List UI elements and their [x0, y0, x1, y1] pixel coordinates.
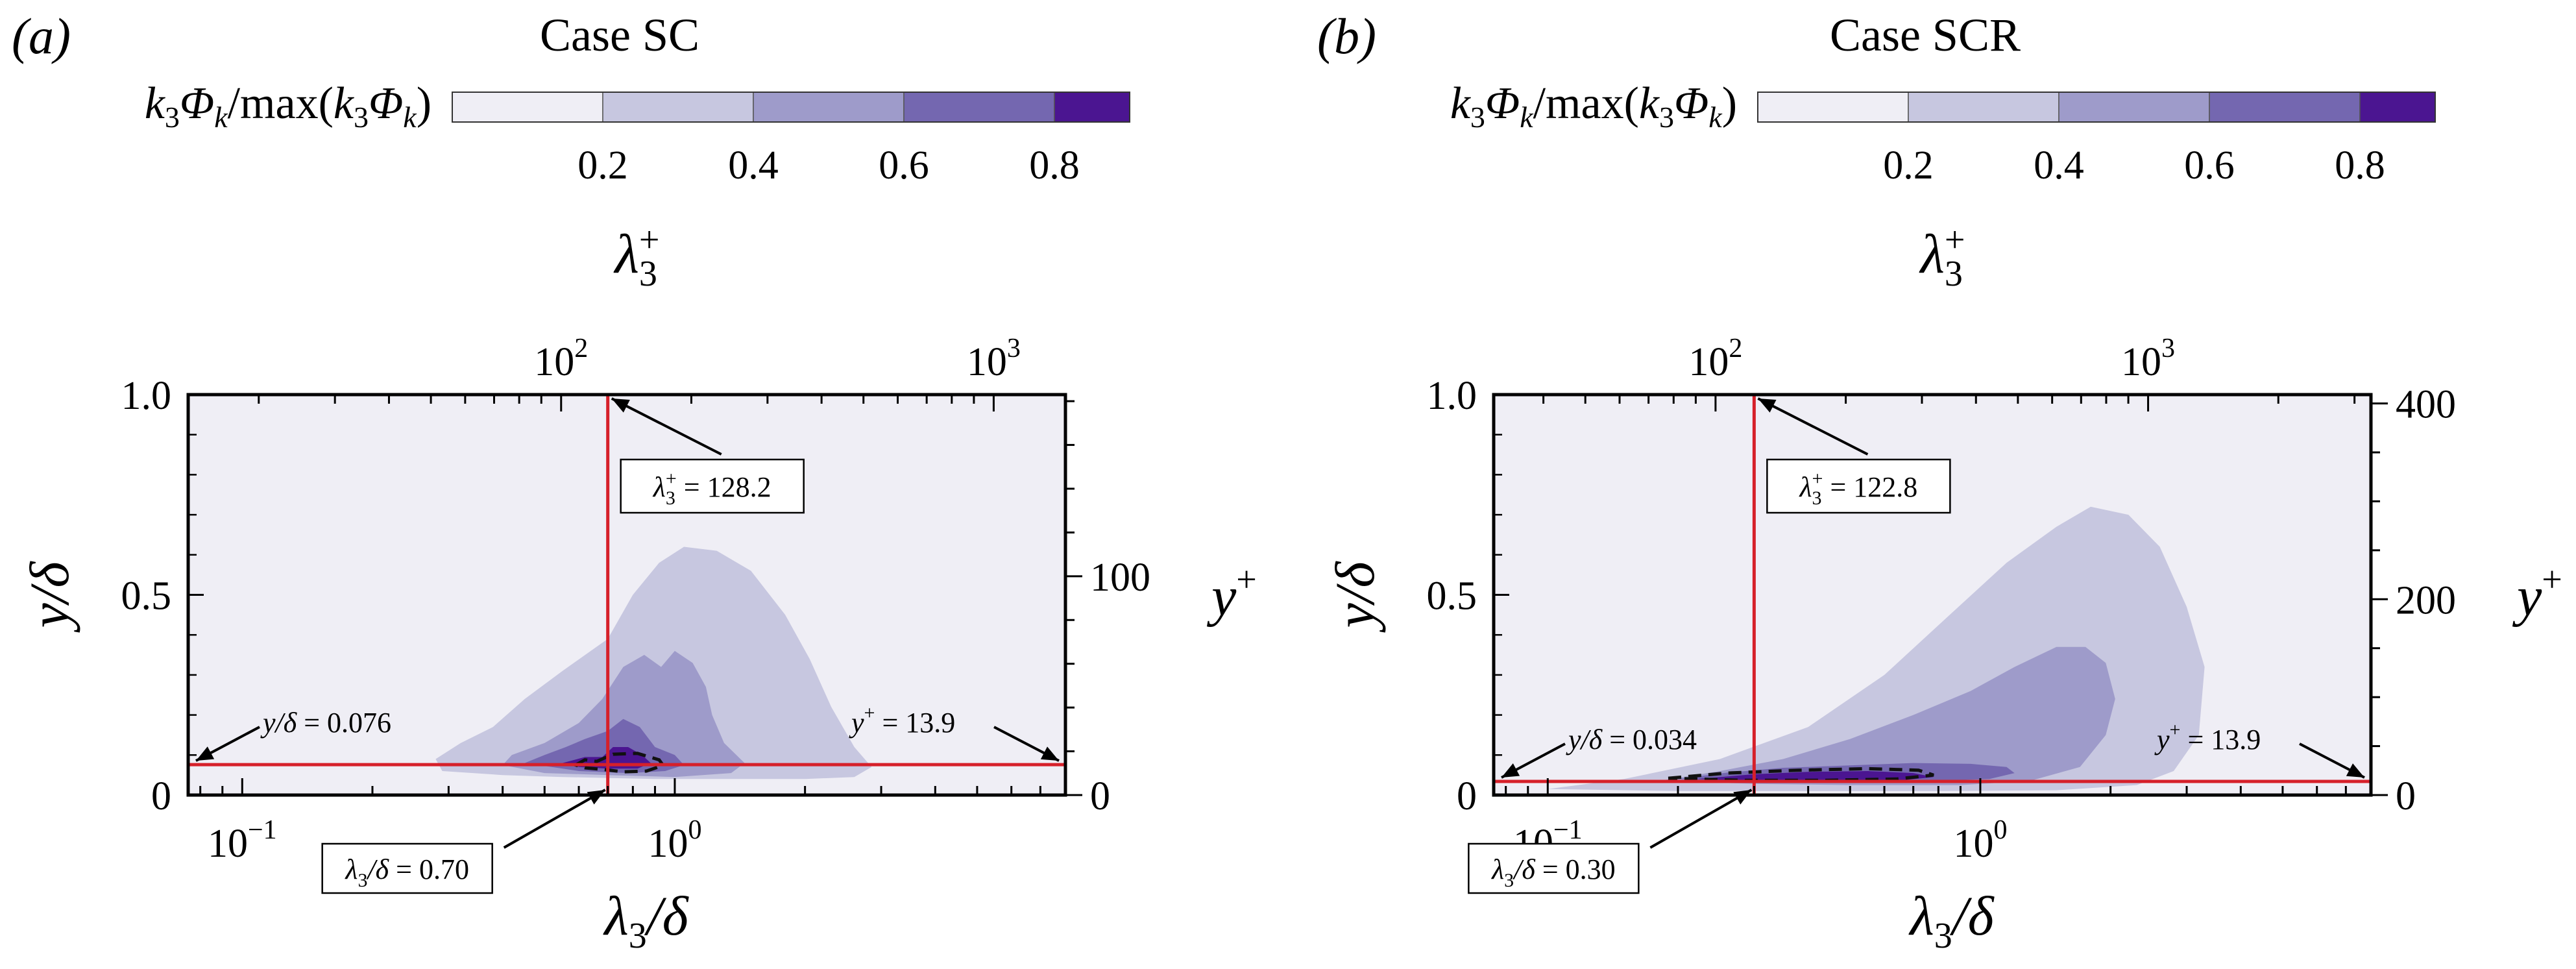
colorbar-tick-label: 0.8 — [1029, 143, 1080, 188]
annotation-left-arrow-head — [1501, 763, 1520, 778]
right-y-tick-label: 0 — [2396, 774, 2416, 818]
annotation-top-text: λ3+ = 128.2 — [652, 468, 772, 509]
colorbar-swatch — [2058, 92, 2210, 123]
right-y-tick-label: 200 — [2396, 578, 2456, 622]
y-tick-label: 0 — [151, 774, 171, 818]
colorbar-tick-label: 0.4 — [728, 143, 779, 188]
top-x-tick-label: 103 — [967, 334, 1021, 384]
y-tick-label: 1.0 — [1427, 374, 1477, 418]
right-y-tick-label: 100 — [1090, 556, 1150, 600]
colorbar: k3Φk/max(k3Φk) 0.2 0.4 0.6 0.8 — [1450, 79, 2436, 188]
annotation-top-arrow-head — [1758, 399, 1777, 413]
colorbar-tick-label: 0.6 — [2184, 143, 2235, 188]
annotation-bottom-text: λ3/δ = 0.30 — [1490, 853, 1616, 891]
annotation-bottom-arrow-head — [1733, 790, 1752, 805]
y-tick-label: 0 — [1457, 774, 1477, 818]
panel-b: (b) Case SCR k3Φk/max(k3Φk) 0.2 0.4 0.6 0.8 λ3+… — [1317, 8, 2562, 956]
case-title: Case SC — [540, 9, 699, 61]
y-tick-label: 1.0 — [121, 374, 172, 418]
annotation-bottom-box — [321, 842, 493, 894]
annotation-bottom-box — [1468, 842, 1640, 894]
annotation-top-box — [1766, 458, 1951, 514]
x-tick-label: 100 — [648, 815, 701, 866]
colorbar-label: k3Φk/max(k3Φk) — [145, 79, 431, 134]
colorbar-tick-label: 0.6 — [879, 143, 929, 188]
top-axis-title: λ3+ — [613, 220, 660, 294]
annotation-top-arrow — [611, 397, 722, 456]
colorbar-frame — [1757, 92, 2436, 123]
annotation-top: λ3+ = 122.8 — [1766, 458, 1951, 514]
y-tick-label: 0.5 — [1427, 574, 1477, 619]
right-y-axis-title: y+ — [1206, 559, 1257, 627]
colorbar-swatch — [1908, 92, 2060, 123]
annotation-top: λ3+ = 128.2 — [620, 458, 805, 514]
annotation-bottom: λ3/δ = 0.70 — [321, 842, 493, 894]
panel-a: (a) Case SC k3Φk/max(k3Φk) 0.2 0.4 0.6 0.8 λ3+ 1… — [12, 8, 1257, 956]
panel-label: (a) — [12, 8, 71, 64]
annotation-right-arrow-head — [1040, 746, 1059, 761]
annotation-bottom-text: λ3/δ = 0.70 — [344, 853, 469, 891]
colorbar-swatch — [1757, 92, 1909, 123]
annotation-right-arrow-head — [2346, 763, 2364, 778]
right-y-axis-title: y+ — [2512, 559, 2562, 627]
colorbar-tick-label: 0.2 — [1883, 143, 1934, 188]
colorbar-label: k3Φk/max(k3Φk) — [1450, 79, 1737, 134]
dashed-contour — [571, 752, 666, 774]
colorbar: k3Φk/max(k3Φk) 0.2 0.4 0.6 0.8 — [145, 79, 1130, 188]
annotation-bottom: λ3/δ = 0.30 — [1468, 842, 1640, 894]
annotation-top-text: λ3+ = 122.8 — [1798, 468, 1917, 509]
top-x-tick-label: 103 — [2121, 334, 2175, 384]
annotation-bottom-arrow — [503, 789, 606, 849]
annotation-top-box — [620, 458, 805, 514]
contour-group — [435, 546, 872, 779]
annotation-left-arrow-head — [196, 746, 215, 761]
right-y-tick-label: 0 — [1090, 774, 1110, 818]
annotation-left-text: y/δ = 0.076 — [260, 707, 391, 739]
y-tick-label: 0.5 — [121, 574, 172, 619]
colorbar-swatch — [753, 92, 905, 123]
y-axis-title: y/δ — [18, 560, 80, 633]
contour-level-0.4 — [502, 650, 745, 778]
annotation-top-arrow-head — [611, 399, 630, 413]
top-x-tick-label: 102 — [1688, 334, 1742, 384]
annotation-bottom-arrow — [1649, 789, 1753, 849]
annotation-right-text: y+ = 13.9 — [2154, 719, 2261, 755]
annotation-right-text: y+ = 13.9 — [849, 702, 955, 739]
top-x-tick-label: 102 — [534, 334, 588, 384]
annotation-bottom-arrow-head — [587, 790, 605, 805]
colorbar-swatch — [452, 92, 603, 123]
colorbar-swatch — [2209, 92, 2361, 123]
annotation-top-arrow — [1757, 397, 1869, 456]
colorbar-swatch — [602, 92, 754, 123]
annotation-left-text: y/δ = 0.034 — [1566, 724, 1697, 755]
case-title: Case SCR — [1830, 9, 2021, 61]
panel-label: (b) — [1317, 8, 1376, 64]
colorbar-tick-label: 0.4 — [2034, 143, 2084, 188]
x-axis-title: λ3/δ — [602, 885, 689, 956]
colorbar-swatch — [903, 92, 1055, 123]
y-axis-title: y/δ — [1324, 560, 1386, 633]
colorbar-tick-label: 0.8 — [2335, 143, 2385, 188]
colorbar-tick-label: 0.2 — [577, 143, 628, 188]
colorbar-swatch — [1054, 92, 1130, 123]
colorbar-swatch — [2359, 92, 2436, 123]
x-tick-label: 100 — [1953, 815, 2007, 866]
colorbar-frame — [452, 92, 1130, 123]
x-tick-label: 10−1 — [208, 815, 277, 866]
contour-level-0.4 — [1658, 646, 2115, 785]
x-axis-title: λ3/δ — [1908, 885, 1995, 956]
top-axis-title: λ3+ — [1919, 220, 1965, 294]
right-y-tick-label: 400 — [2396, 383, 2456, 427]
